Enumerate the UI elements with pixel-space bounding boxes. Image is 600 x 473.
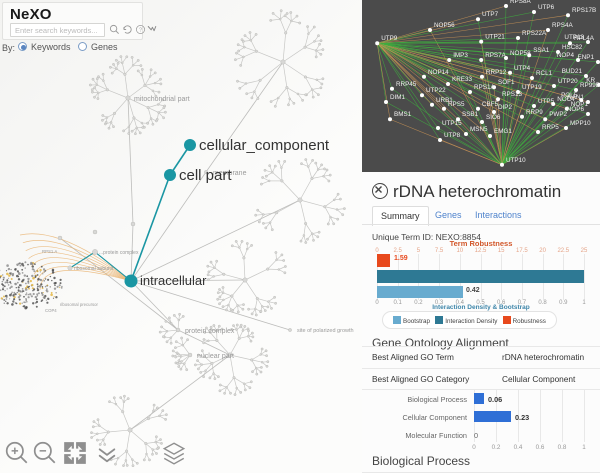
svg-text:RRP9: RRP9 [526,109,543,116]
svg-text:KRE33: KRE33 [452,76,472,83]
svg-text:DIM1: DIM1 [390,94,406,101]
svg-text:SOF1: SOF1 [498,79,515,86]
svg-text:cellular_component: cellular_component [199,137,330,154]
svg-text:site of polarized growth: site of polarized growth [297,328,354,334]
svg-text:UTP9: UTP9 [381,35,398,42]
svg-text:...protein complex: ...protein complex [99,250,139,256]
svg-text:EMG1: EMG1 [494,128,512,135]
svg-text:UTP21: UTP21 [485,34,505,41]
svg-text:RPS22A: RPS22A [522,30,547,37]
svg-text:MSN5: MSN5 [470,126,488,133]
svg-text:ribosomal precursor: ribosomal precursor [60,302,99,307]
svg-text:cell part: cell part [179,167,232,184]
svg-text:nuclear part: nuclear part [197,353,234,360]
svg-text:RPS17B: RPS17B [572,7,596,14]
svg-text:SSA1: SSA1 [533,47,550,54]
svg-text:NOP56: NOP56 [434,22,455,29]
svg-text:RRP12: RRP12 [486,69,507,76]
svg-text:mitochondrial part: mitochondrial part [134,96,190,103]
svg-text:RPS1.A: RPS1.A [42,249,57,254]
svg-text:UTP13: UTP13 [564,34,584,41]
svg-text:UTP19: UTP19 [522,84,542,91]
svg-text:DIP2: DIP2 [498,104,512,111]
svg-text:RPS4A: RPS4A [552,22,573,29]
svg-text:RCL1: RCL1 [536,70,553,77]
svg-text:UTP22: UTP22 [426,87,446,94]
svg-text:RPS13: RPS13 [502,91,522,98]
svg-text:protein complex: protein complex [185,328,235,335]
svg-text:ENP1: ENP1 [578,54,595,61]
svg-text:RPS7A: RPS7A [485,52,506,59]
svg-text:MPP10: MPP10 [570,120,591,127]
svg-text:NAN1: NAN1 [567,94,584,101]
svg-text:RPS5: RPS5 [448,101,465,108]
svg-text:PWP2: PWP2 [549,111,567,118]
svg-text:UTP20: UTP20 [558,78,578,85]
svg-text:COP4: COP4 [45,308,57,313]
svg-text:UTP15: UTP15 [442,120,462,127]
svg-text:CBF5: CBF5 [482,101,499,108]
svg-text:UTP7: UTP7 [482,11,499,18]
svg-text:SSB1: SSB1 [462,111,479,118]
svg-text:HSC82: HSC82 [562,44,583,51]
svg-text:NOP14: NOP14 [428,69,449,76]
svg-text:KR: KR [586,77,595,84]
svg-text:RPS1A: RPS1A [474,84,495,91]
svg-text:intracellular: intracellular [140,273,207,288]
svg-text:RRP45: RRP45 [396,81,417,88]
svg-text:NOP6: NOP6 [567,106,585,113]
svg-text:UTP10: UTP10 [506,157,526,164]
svg-text:BMS1: BMS1 [394,111,412,118]
svg-text:BUD21: BUD21 [562,68,583,75]
svg-text:RRP5: RRP5 [542,124,559,131]
svg-text:UTP6: UTP6 [538,4,555,11]
svg-text:ribosomal subunit: ribosomal subunit [74,266,114,272]
svg-text:RPS8A: RPS8A [510,0,531,5]
svg-text:IMP3: IMP3 [453,52,468,59]
svg-text:NOP4: NOP4 [557,52,575,59]
svg-text:UTP8: UTP8 [444,132,461,139]
svg-text:UTP4: UTP4 [514,65,531,72]
svg-text:SIO6: SIO6 [486,114,501,121]
